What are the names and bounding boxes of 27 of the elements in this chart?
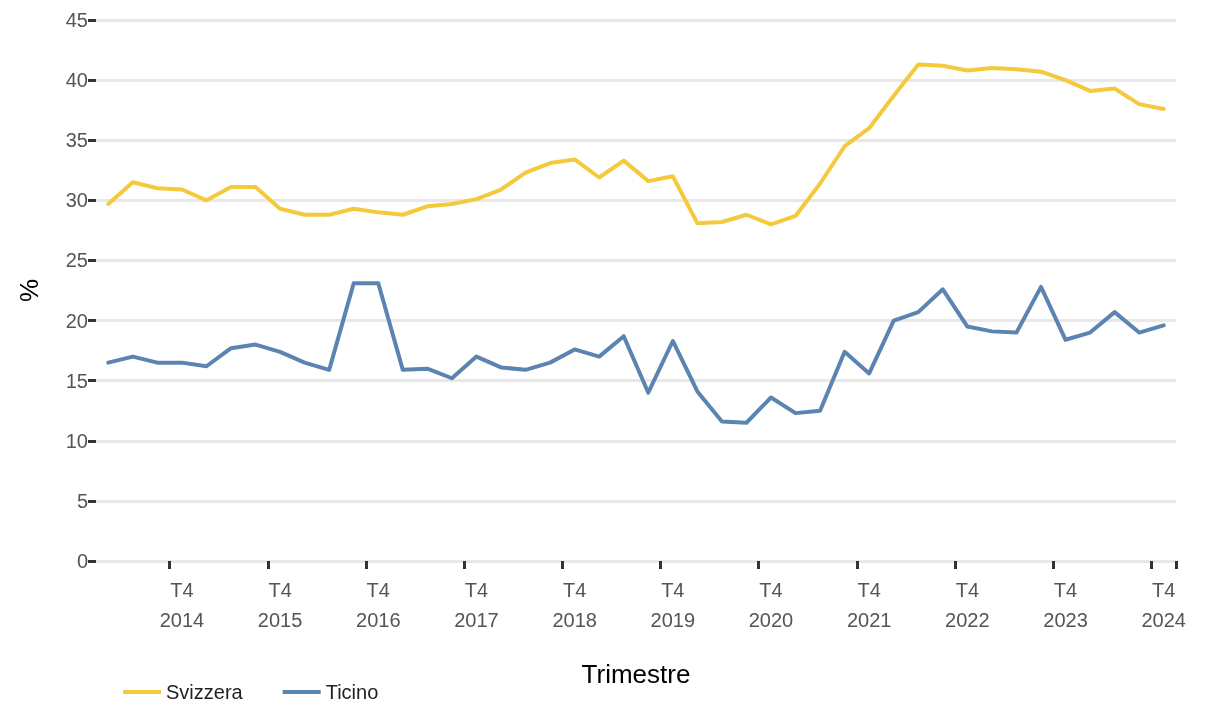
x-tick-label: T4 2022 — [945, 579, 990, 631]
x-tick-label: T4 2021 — [846, 579, 892, 631]
y-tick-label: 40 — [65, 69, 88, 92]
x-tick-label: T4 2016 — [356, 579, 401, 631]
x-tick-label: T4 2015 — [257, 579, 303, 631]
y-tick-label: 10 — [65, 429, 88, 452]
x-tick-label: T4 2019 — [650, 579, 696, 631]
x-axis-title: Trimestre — [581, 659, 691, 689]
y-tick-label: 45 — [65, 9, 88, 31]
x-tick-label: T4 2018 — [552, 579, 597, 631]
legend-label: Ticino — [325, 681, 379, 703]
y-tick-label: 25 — [65, 249, 88, 272]
x-tick-label: T4 2024 — [1141, 579, 1186, 631]
x-tick-label: T4 2020 — [748, 579, 794, 631]
y-tick-label: 5 — [76, 489, 88, 512]
y-tick-label: 20 — [65, 309, 88, 332]
y-tick-label: 30 — [65, 189, 88, 212]
y-tick-label: 0 — [76, 550, 88, 572]
x-tick-label: T4 2014 — [159, 579, 205, 631]
x-tick-label: T4 2017 — [454, 579, 499, 631]
y-tick-label: 35 — [65, 129, 88, 152]
x-tick-label: T4 2023 — [1043, 579, 1088, 631]
line-series — [106, 62, 1166, 227]
y-tick-label: 15 — [65, 369, 88, 392]
y-axis-title: % — [14, 278, 44, 303]
line-series — [106, 281, 1166, 425]
legend-label: Svizzera — [166, 681, 244, 703]
